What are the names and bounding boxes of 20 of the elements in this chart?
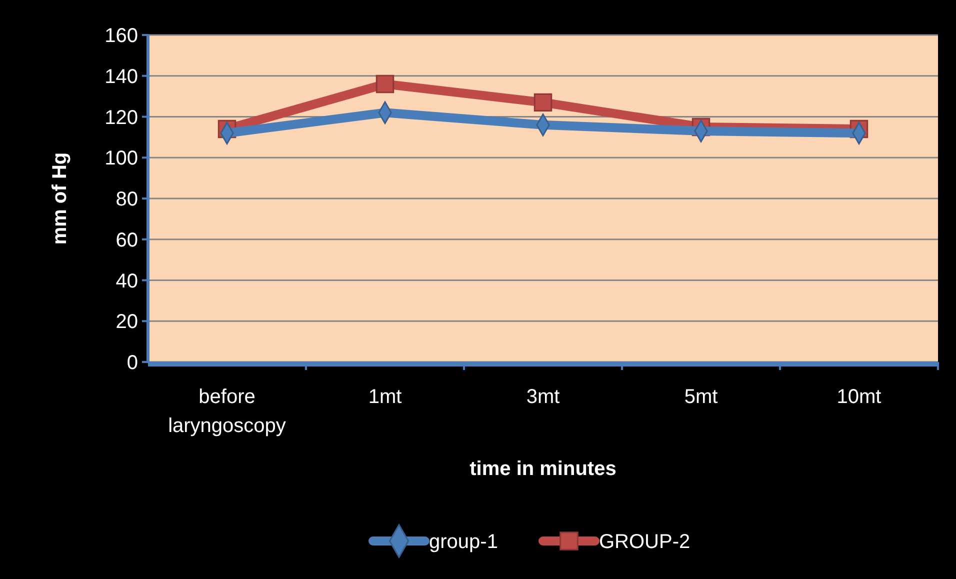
y-tick-label: 80 — [116, 188, 138, 210]
y-tick-label: 120 — [104, 106, 138, 129]
x-tick-label: 5mt — [684, 386, 718, 408]
x-tick-label: 3mt — [526, 386, 560, 408]
point — [376, 74, 394, 94]
x-tick-label: 1mt — [368, 386, 402, 408]
y-tick-label: 160 — [104, 25, 138, 47]
y-tick-label: 100 — [104, 148, 138, 170]
y-tick-label: 40 — [116, 270, 138, 292]
y-axis-title: mm of Hg — [49, 152, 71, 245]
legend-label: group-1 — [429, 531, 498, 553]
x-tick-label: before laryngoscopy — [168, 386, 286, 437]
legend-label: GROUP-2 — [599, 531, 690, 553]
y-tick-label: 60 — [116, 229, 138, 252]
x-axis-title: time in minutes — [470, 458, 616, 480]
y-tick-label: 0 — [126, 352, 138, 374]
y-tick-label: 140 — [104, 66, 138, 88]
x-tick-label: 10mt — [836, 386, 882, 408]
point — [534, 93, 552, 112]
y-tick-label: 20 — [116, 311, 138, 334]
